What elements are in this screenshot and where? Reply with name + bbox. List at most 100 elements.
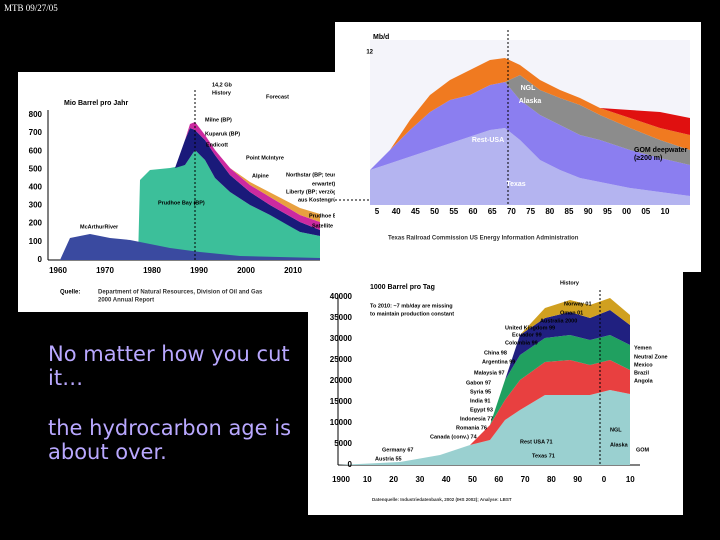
x-tick-label: 1980: [143, 266, 161, 275]
x-tick-label: 60: [469, 207, 478, 216]
x-tick-label: 80: [547, 475, 556, 484]
annotation: To 2010: ~7 mb/day are missing: [370, 303, 453, 309]
x-tick-label: 30: [415, 475, 424, 484]
annotation: Egypt 93: [470, 407, 493, 413]
area-mcarthur: [60, 234, 320, 260]
y-tick-label: 35000: [330, 313, 353, 322]
y-tick-label: 0: [38, 255, 43, 264]
body-line: the hydrocarbon age is: [48, 416, 292, 440]
x-tick-label: 20: [389, 475, 398, 484]
x-tick-label: 10: [363, 475, 372, 484]
annotation: aus Kostengründen): [298, 197, 352, 203]
x-tick-label: 50: [468, 475, 477, 484]
annotation: Argentina 99: [482, 359, 515, 365]
annotation: Alaska: [519, 98, 542, 105]
annotation: Liberty (BP; verzögert: [286, 189, 344, 195]
y-tick-label: 30000: [330, 334, 353, 343]
x-tick-label: 10: [626, 475, 635, 484]
annotation: China 98: [484, 350, 507, 356]
world-figure: 1000 Barrel pro Tag 40000 35000 30000 25000 2…: [308, 270, 683, 515]
x-tick-label: 40: [392, 207, 401, 216]
x-tick-label: 0: [602, 475, 607, 484]
annotation: McArthurRiver: [80, 224, 119, 230]
y-tick-label: 500: [29, 164, 43, 173]
area-band: [490, 335, 630, 425]
source: Texas Railroad Commission US Energy Info…: [388, 236, 579, 242]
area-satellites: [185, 122, 320, 230]
annotation: Point McIntyre: [246, 155, 284, 161]
x-tick-label: 55: [449, 207, 458, 216]
alaska-figure: Mio Barrel pro Jahr 800 700 600 500 400 300 200…: [18, 72, 352, 312]
date: MTB 09/27/05: [4, 3, 58, 13]
area-band: [338, 390, 630, 465]
y-tick-label: 800: [29, 110, 43, 119]
annotation: Gabon 97: [466, 380, 491, 386]
x-tick-label: 85: [565, 207, 574, 216]
x-tick-label: 50: [430, 207, 439, 216]
annotation: Yemen: [634, 345, 652, 351]
annotation: Malaysia 97: [474, 370, 505, 376]
source-label: Quelle:: [60, 290, 80, 296]
annotation: (≥200 m): [634, 155, 662, 162]
annotation: Ecuador 99: [512, 332, 542, 338]
x-tick-label: 45: [411, 207, 420, 216]
area-band: [470, 360, 630, 445]
y-tick-label: 10000: [330, 418, 353, 427]
annotation: Satellite: [312, 223, 333, 229]
x-tick-label: 65: [488, 207, 497, 216]
x-tick-label: 1900: [332, 475, 350, 484]
annotation: Northstar (BP; teurer als: [286, 172, 350, 178]
area-kuparuk: [175, 128, 320, 236]
y-tick-label: 400: [29, 183, 43, 192]
annotation: Angola: [634, 378, 654, 384]
annotation: United Kingdom 99: [505, 325, 555, 331]
y-tick-label: 12: [366, 50, 373, 56]
x-tick-label: 1960: [49, 266, 67, 275]
x-tick-label: 90: [584, 207, 593, 216]
annotation: Canada (conv.) 74: [430, 434, 478, 440]
area-alpine: [230, 168, 320, 222]
area-gom: [600, 108, 690, 135]
area-band: [505, 310, 630, 380]
x-tick-label: 2010: [284, 266, 302, 275]
y-unit: 1000 Barrel pro Tag: [370, 284, 435, 291]
x-tick-label: 1970: [96, 266, 114, 275]
annotation: History: [560, 280, 580, 286]
y-tick-label: 15000: [330, 397, 353, 406]
y-tick-label: 40000: [330, 292, 353, 301]
annotation: Romania 76: [456, 425, 487, 431]
annotation: Alpine: [252, 173, 269, 179]
x-tick-label: 70: [521, 475, 530, 484]
usa-figure: Mb/d 12 5 40 45 50 55 60 65 70 75 80 85 90 95 00 05 10 NGL…: [335, 22, 701, 272]
annotation: GOM: [636, 447, 650, 453]
y-tick-label: 600: [29, 146, 43, 155]
annotation: Prudhoe Bay: [309, 213, 344, 219]
annotation: Colombia 99: [505, 340, 538, 346]
annotation: GOM deepwater: [634, 147, 688, 154]
y-tick-label: 300: [29, 201, 43, 210]
annotation: Endicott: [206, 142, 228, 148]
body-line: about over.: [48, 440, 167, 464]
x-tick-label: 5: [375, 207, 380, 216]
annotation: Forecast: [266, 94, 289, 100]
annotation: Milne (BP): [205, 117, 232, 123]
y-tick-label: 0: [348, 460, 353, 469]
annotation: Neutral Zone: [634, 354, 668, 360]
annotation: Austria 55: [375, 456, 402, 462]
source: Datenquelle: Industriedatenbank, 2002 (I…: [372, 497, 512, 502]
annotation: Rest USA 71: [520, 439, 553, 445]
annotation: erwartet): [312, 181, 335, 187]
area-prudhoe: [138, 150, 320, 260]
body-line: No matter how you cut: [48, 342, 290, 366]
annotation: Syria 95: [470, 389, 491, 395]
y-tick-label: 20000: [330, 376, 353, 385]
x-tick-label: 10: [661, 207, 670, 216]
annotation: Oman 01: [560, 310, 583, 316]
area-ngl: [390, 58, 690, 150]
y-unit: Mio Barrel pro Jahr: [64, 100, 128, 107]
annotation: to maintain production constant: [370, 311, 454, 317]
x-tick-label: 80: [545, 207, 554, 216]
area-alaska: [505, 75, 690, 165]
